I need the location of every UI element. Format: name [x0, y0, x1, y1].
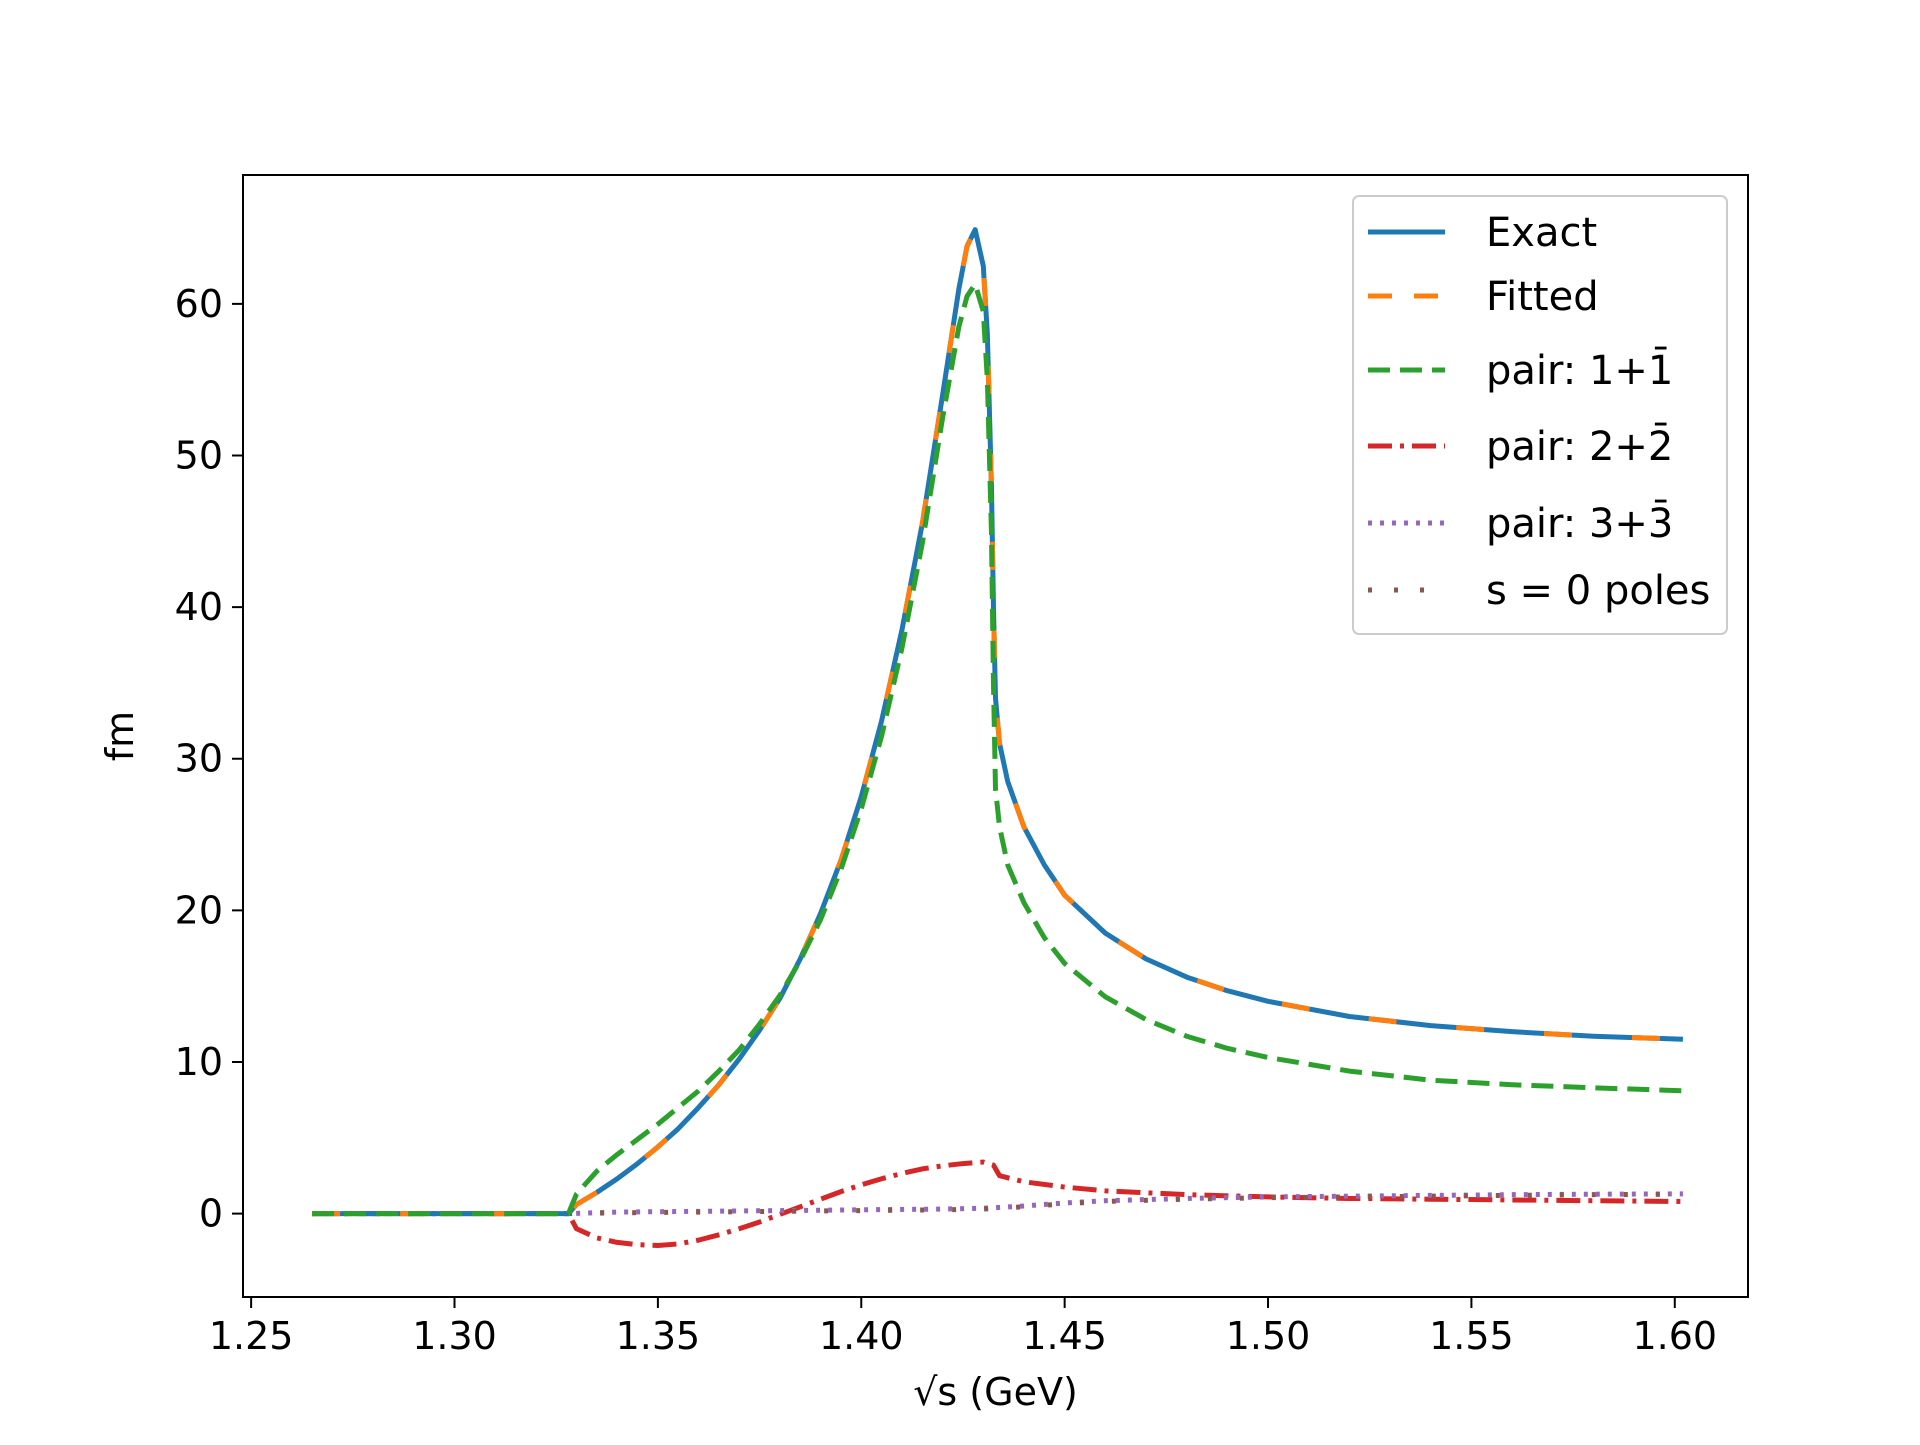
legend-label: s = 0 poles — [1486, 568, 1710, 614]
x-tick-label: 1.50 — [1226, 1314, 1311, 1358]
y-tick-label: 20 — [175, 888, 223, 932]
y-tick-label: 60 — [175, 282, 223, 326]
x-axis: 1.25 1.30 1.35 1.40 1.45 1.50 1.55 1.60 — [209, 1297, 1717, 1358]
legend-label: Exact — [1486, 210, 1597, 256]
legend-label: Fitted — [1486, 274, 1599, 320]
x-tick-label: 1.55 — [1429, 1314, 1514, 1358]
x-tick-label: 1.35 — [616, 1314, 701, 1358]
y-tick-label: 10 — [175, 1040, 223, 1084]
x-tick-label: 1.30 — [412, 1314, 497, 1358]
y-tick-label: 40 — [175, 585, 223, 629]
legend-label: pair: 2+2̄ — [1486, 422, 1673, 470]
legend-label: pair: 1+1̄ — [1486, 346, 1673, 394]
y-axis: 0 10 20 30 40 50 60 — [175, 282, 243, 1236]
x-tick-label: 1.25 — [209, 1314, 294, 1358]
y-axis-label: fm — [98, 711, 142, 761]
legend: Exact Fitted pair: 1+1̄ pair: 2+2̄ pair: 3+3… — [1352, 195, 1728, 635]
x-tick-label: 1.40 — [819, 1314, 904, 1358]
x-tick-label: 1.45 — [1022, 1314, 1107, 1358]
y-tick-label: 30 — [175, 737, 223, 781]
plot-frame — [242, 174, 1749, 1298]
series-line — [312, 227, 1684, 1217]
legend-label: pair: 3+3̄ — [1486, 499, 1673, 547]
y-tick-label: 0 — [199, 1192, 223, 1236]
series-line — [312, 281, 1684, 1217]
x-axis-label: √s (GeV) — [913, 1370, 1078, 1414]
series-line — [312, 1159, 1683, 1248]
y-tick-label: 50 — [175, 434, 223, 478]
series-line — [312, 1191, 1683, 1217]
x-tick-label: 1.60 — [1632, 1314, 1717, 1358]
legend-box — [1352, 195, 1728, 635]
series-layer — [312, 227, 1684, 1248]
